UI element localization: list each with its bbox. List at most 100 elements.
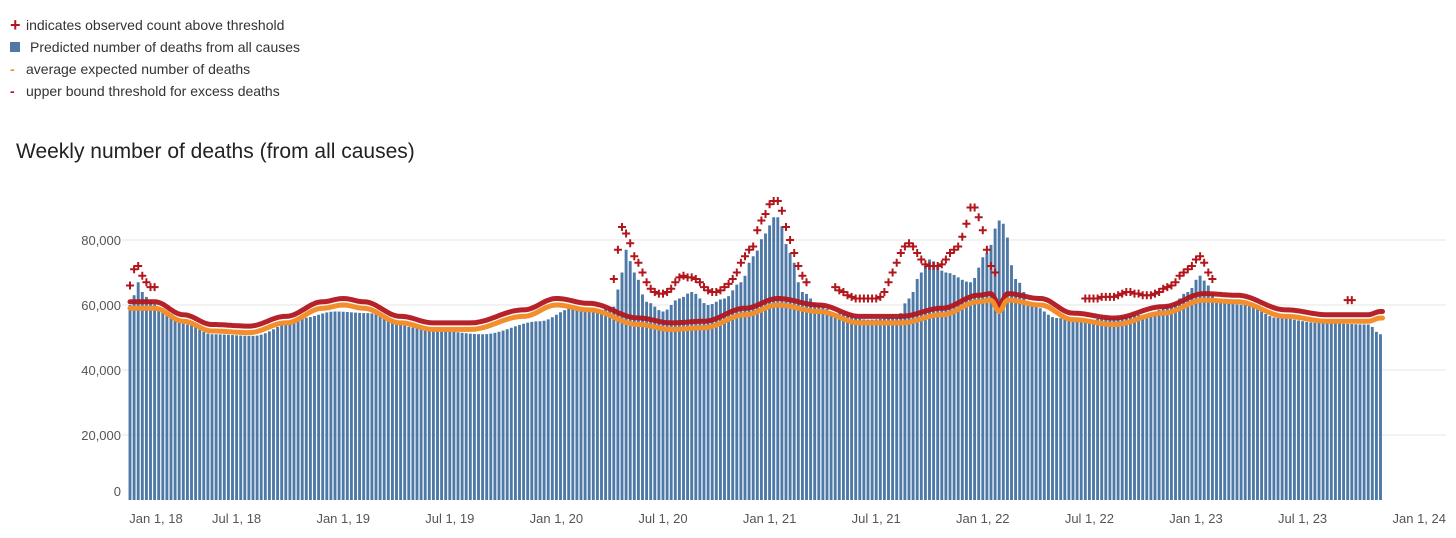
y-axis: 0 20,000 40,000 60,000 80,000	[81, 233, 121, 499]
bar	[1067, 319, 1071, 500]
bar	[534, 321, 538, 500]
bar	[1350, 324, 1354, 500]
observed-above-threshold-marker	[773, 197, 782, 205]
observed-above-threshold-marker	[757, 216, 766, 225]
bar	[669, 305, 673, 500]
observed-above-threshold-marker	[1167, 281, 1176, 290]
bar	[493, 332, 497, 500]
observed-above-threshold-marker	[1134, 289, 1143, 298]
bar	[210, 334, 214, 500]
bar	[870, 319, 874, 500]
bar	[477, 334, 480, 500]
bar	[620, 272, 624, 500]
bar	[259, 334, 263, 500]
bar	[354, 312, 357, 500]
bar	[850, 316, 854, 500]
observed-above-threshold-marker	[1163, 283, 1172, 292]
observed-above-threshold-marker	[991, 268, 1000, 277]
bar	[1042, 311, 1046, 500]
bar	[702, 303, 706, 500]
bar	[1010, 265, 1013, 500]
bar	[944, 272, 948, 500]
bar	[969, 282, 972, 500]
bar	[132, 295, 136, 500]
bar	[960, 279, 964, 500]
line-series	[127, 291, 1385, 336]
bar	[374, 314, 378, 500]
bar	[411, 327, 415, 500]
bar	[382, 316, 386, 500]
bar	[997, 220, 1001, 500]
bar	[530, 321, 534, 500]
bar	[854, 317, 858, 500]
observed-above-threshold-marker	[802, 278, 811, 287]
bar	[1321, 322, 1325, 500]
observed-above-threshold-marker	[691, 275, 700, 283]
bar	[341, 311, 345, 500]
bar	[423, 327, 427, 500]
observed-above-threshold-marker	[1204, 268, 1213, 277]
bar	[612, 306, 616, 500]
bar	[222, 334, 226, 500]
observed-above-threshold-marker	[1200, 258, 1209, 267]
bar	[1198, 275, 1202, 500]
bar	[522, 323, 526, 500]
bar	[636, 279, 640, 500]
bar	[821, 306, 825, 500]
observed-above-threshold-marker	[134, 262, 143, 270]
bar	[747, 262, 751, 500]
bar	[1137, 315, 1141, 500]
bar	[304, 317, 308, 500]
bar	[202, 331, 206, 500]
bar	[985, 253, 989, 500]
observed-above-threshold-marker	[946, 249, 954, 257]
bar	[407, 326, 411, 500]
observed-above-threshold-marker	[970, 203, 979, 212]
bar	[1108, 317, 1112, 500]
bar	[1366, 324, 1370, 500]
bar	[1268, 316, 1272, 500]
bar	[415, 327, 419, 500]
bar	[1186, 292, 1190, 500]
observed-above-threshold-marker	[671, 278, 680, 287]
legend-label-upper: upper bound threshold for excess deaths	[26, 83, 280, 99]
bar	[571, 308, 575, 500]
observed-above-threshold-marker	[909, 242, 918, 251]
observed-above-threshold-marker	[1187, 262, 1196, 270]
observed-above-threshold-marker	[724, 279, 733, 288]
bar	[632, 272, 636, 500]
observed-above-threshold-marker	[941, 255, 950, 264]
bar	[563, 310, 567, 500]
observed-above-threshold-marker	[720, 283, 729, 292]
bar	[263, 333, 267, 500]
bar	[973, 277, 977, 500]
legend-label-average: average expected number of deaths	[26, 61, 251, 77]
observed-above-threshold-marker	[839, 288, 848, 296]
red-dash-icon: -	[10, 83, 15, 99]
bar	[161, 311, 165, 500]
bar	[1297, 320, 1300, 500]
bar	[460, 332, 464, 500]
x-tick-label: Jan 1, 24	[1393, 511, 1447, 526]
bar	[567, 308, 571, 500]
bar	[1247, 305, 1251, 500]
bar	[1083, 321, 1087, 500]
bar	[173, 318, 177, 500]
observed-above-threshold-marker	[835, 286, 844, 295]
bar	[956, 277, 960, 500]
bar	[1100, 318, 1104, 500]
bar	[841, 314, 845, 500]
bar	[251, 335, 255, 500]
bar	[739, 282, 743, 500]
bar	[1374, 331, 1378, 500]
observed-above-threshold-marker	[900, 242, 909, 251]
bar	[1161, 307, 1165, 500]
bar	[366, 313, 370, 500]
observed-above-threshold-marker	[1114, 291, 1123, 300]
bar	[1235, 304, 1239, 500]
bar	[657, 310, 661, 500]
bar	[686, 293, 690, 500]
bar	[370, 313, 374, 500]
bar	[624, 249, 628, 500]
observed-above-threshold-marker	[761, 210, 770, 218]
